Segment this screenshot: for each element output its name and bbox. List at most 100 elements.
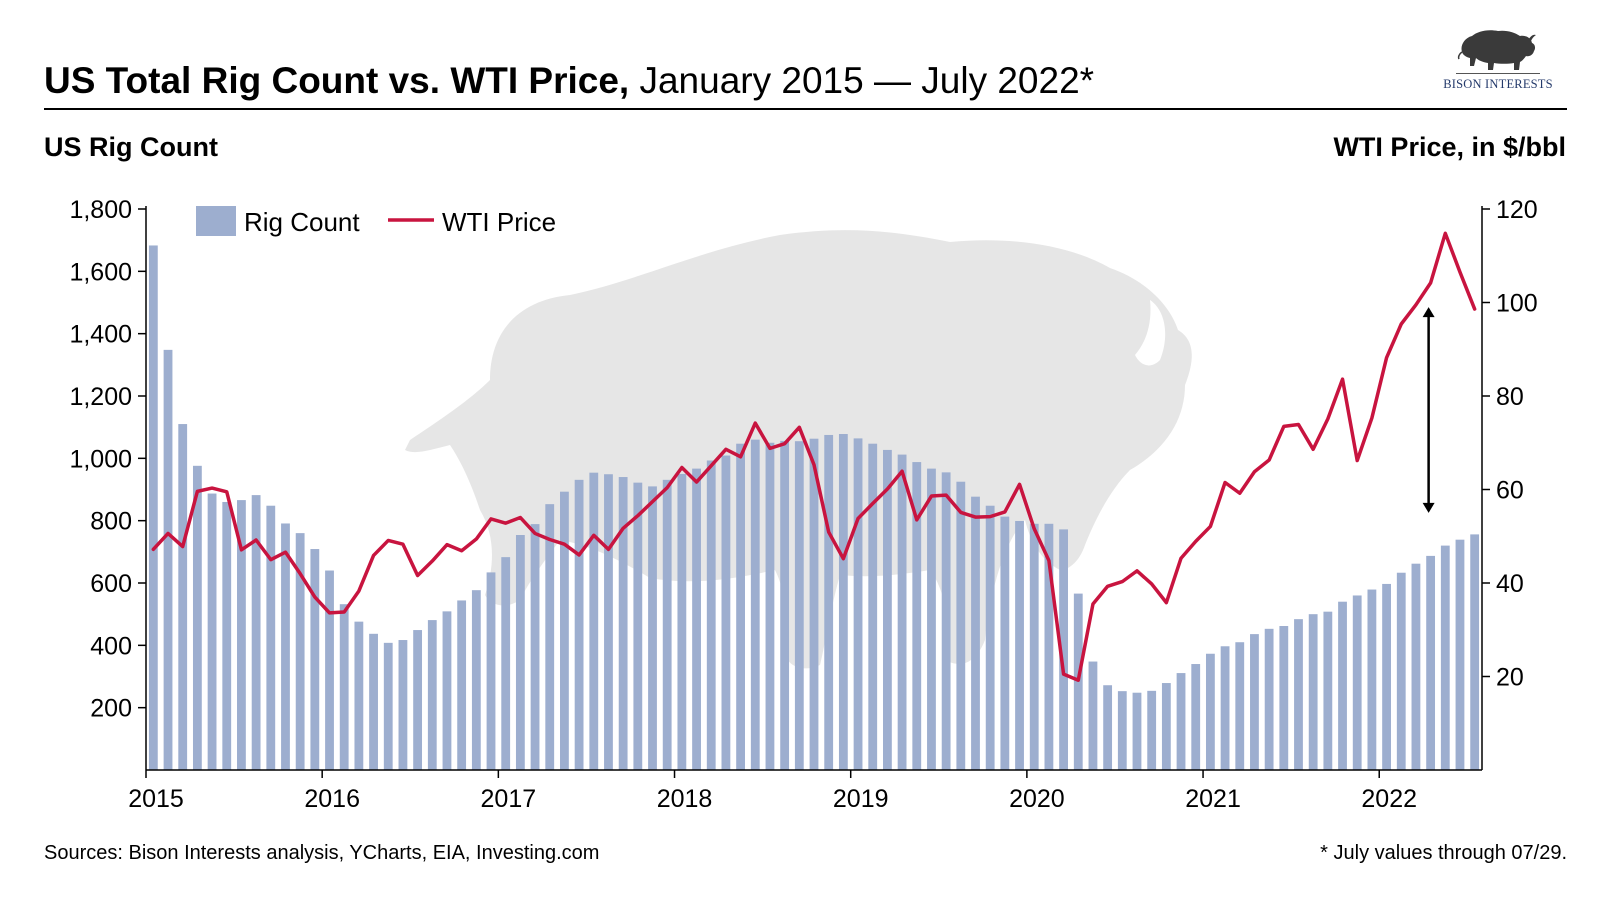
gap-arrow — [1422, 307, 1435, 513]
rig-count-bar — [662, 479, 672, 770]
rig-count-bar — [369, 633, 378, 770]
rig-count-bar — [853, 438, 863, 770]
rig-count-bar — [148, 245, 158, 770]
right-axis-title: WTI Price, in $/bbl — [1333, 132, 1566, 162]
rig-count-bar — [618, 477, 628, 770]
rig-count-bar — [560, 491, 569, 770]
rig-count-bar — [1088, 661, 1098, 770]
footnote: * July values through 07/29. — [1320, 842, 1567, 864]
rig-count-bar — [1132, 692, 1142, 770]
y-left-tick-label: 800 — [90, 508, 132, 536]
y-left-tick-label: 1,000 — [69, 445, 132, 473]
wti-price-line-group — [151, 231, 1477, 682]
gap-arrow-head-down — [1422, 502, 1435, 513]
legend-rig-count-label: Rig Count — [244, 207, 360, 237]
rig-count-bar — [1382, 583, 1391, 770]
rig-count-bar — [1205, 653, 1215, 770]
rig-count-bar — [1440, 545, 1450, 770]
rig-count-bar — [1338, 601, 1347, 770]
rig-count-bar — [927, 468, 936, 770]
rig-count-bar — [1411, 563, 1421, 770]
rig-count-bar — [912, 462, 922, 770]
rig-count-bar — [1367, 589, 1377, 770]
x-tick-label: 2015 — [128, 785, 184, 813]
legend-wti-label: WTI Price — [442, 207, 556, 237]
bison-watermark-horn — [1135, 300, 1166, 366]
rig-count-bar — [486, 572, 496, 770]
rig-count-bar — [883, 449, 892, 770]
y-left-tick-label: 400 — [90, 632, 132, 660]
logo-text: BISON INTERESTS — [1443, 77, 1553, 91]
rig-count-bar — [956, 481, 966, 770]
y-left-tick-label: 1,200 — [69, 383, 132, 411]
rig-count-bar — [765, 442, 775, 770]
rig-count-bar — [545, 504, 555, 770]
rig-count-bar — [1103, 685, 1113, 770]
chart-title-bold: US Total Rig Count vs. WTI Price, — [44, 60, 630, 101]
rig-count-bar — [222, 501, 232, 770]
rig-count-bar — [838, 434, 848, 770]
rig-count-bar — [163, 349, 173, 770]
y-left-tick-label: 1,600 — [69, 258, 132, 286]
rig-count-bar — [1264, 628, 1274, 770]
rig-count-bar — [1308, 614, 1318, 770]
y-right-tick-label: 40 — [1496, 570, 1524, 598]
rig-count-bar — [251, 495, 261, 770]
rig-count-bar — [692, 468, 701, 770]
bison-interests-logo: BISON INTERESTS — [1428, 26, 1568, 98]
rig-count-bar — [1147, 690, 1157, 770]
x-tick-label: 2022 — [1361, 785, 1417, 813]
y-left-tick-label: 200 — [90, 695, 132, 723]
rig-count-bar — [530, 524, 540, 770]
left-axis-title: US Rig Count — [44, 132, 218, 162]
rig-count-bar — [971, 496, 980, 770]
rig-count-bar — [985, 505, 995, 770]
rig-count-bar — [1323, 611, 1333, 770]
rig-count-bar — [736, 443, 745, 770]
gap-arrow-head-up — [1422, 307, 1435, 318]
y-left-tick-label: 1,800 — [69, 196, 132, 224]
rig-count-bar — [794, 441, 804, 770]
rig-count-bar — [383, 642, 393, 770]
rig-count-bar — [1235, 642, 1245, 770]
rig-count-bar — [1220, 646, 1230, 770]
y-right-tick-label: 80 — [1496, 383, 1524, 411]
rig-count-bar — [750, 439, 760, 770]
rig-count-bar — [295, 533, 305, 770]
title-rule — [44, 108, 1567, 110]
rig-count-bar — [574, 479, 584, 770]
rig-count-bar — [1294, 619, 1303, 770]
rig-count-bar — [1352, 595, 1362, 770]
x-tick-label: 2017 — [481, 785, 537, 813]
legend-rig-count-swatch — [196, 206, 236, 236]
rig-count-bar — [1117, 691, 1127, 770]
x-tick-label: 2020 — [1009, 785, 1065, 813]
chart-title-dates: January 2015 — July 2022* — [629, 60, 1095, 101]
rig-count-bar — [1250, 634, 1259, 770]
wti-price-line — [151, 231, 1477, 682]
y-left-tick-label: 600 — [90, 570, 132, 598]
rig-count-bar — [941, 472, 951, 770]
rig-count-bar — [721, 455, 731, 770]
bison-icon — [1457, 30, 1536, 70]
rig-count-bar — [1396, 572, 1406, 770]
rig-count-bar — [178, 424, 188, 770]
rig-count-bar — [1161, 683, 1171, 770]
rig-count-bar — [633, 482, 643, 770]
rig-count-bar — [604, 474, 613, 770]
rig-count-bar — [589, 472, 599, 770]
rig-count-bar — [868, 443, 878, 770]
rig-count-bar — [1426, 555, 1436, 770]
chart-title: US Total Rig Count vs. WTI Price, Januar… — [44, 60, 1094, 102]
rig-count-bar — [1470, 534, 1480, 770]
chart-legend: Rig Count WTI Price — [196, 206, 556, 237]
rig-count-bar — [457, 600, 467, 770]
rig-count-bar — [501, 557, 511, 770]
rig-count-bar — [354, 621, 364, 770]
x-tick-label: 2021 — [1185, 785, 1241, 813]
rig-count-bar — [427, 620, 437, 770]
rig-count-bar — [237, 500, 246, 770]
rig-count-bar — [281, 523, 290, 770]
rig-count-bar — [515, 535, 525, 770]
